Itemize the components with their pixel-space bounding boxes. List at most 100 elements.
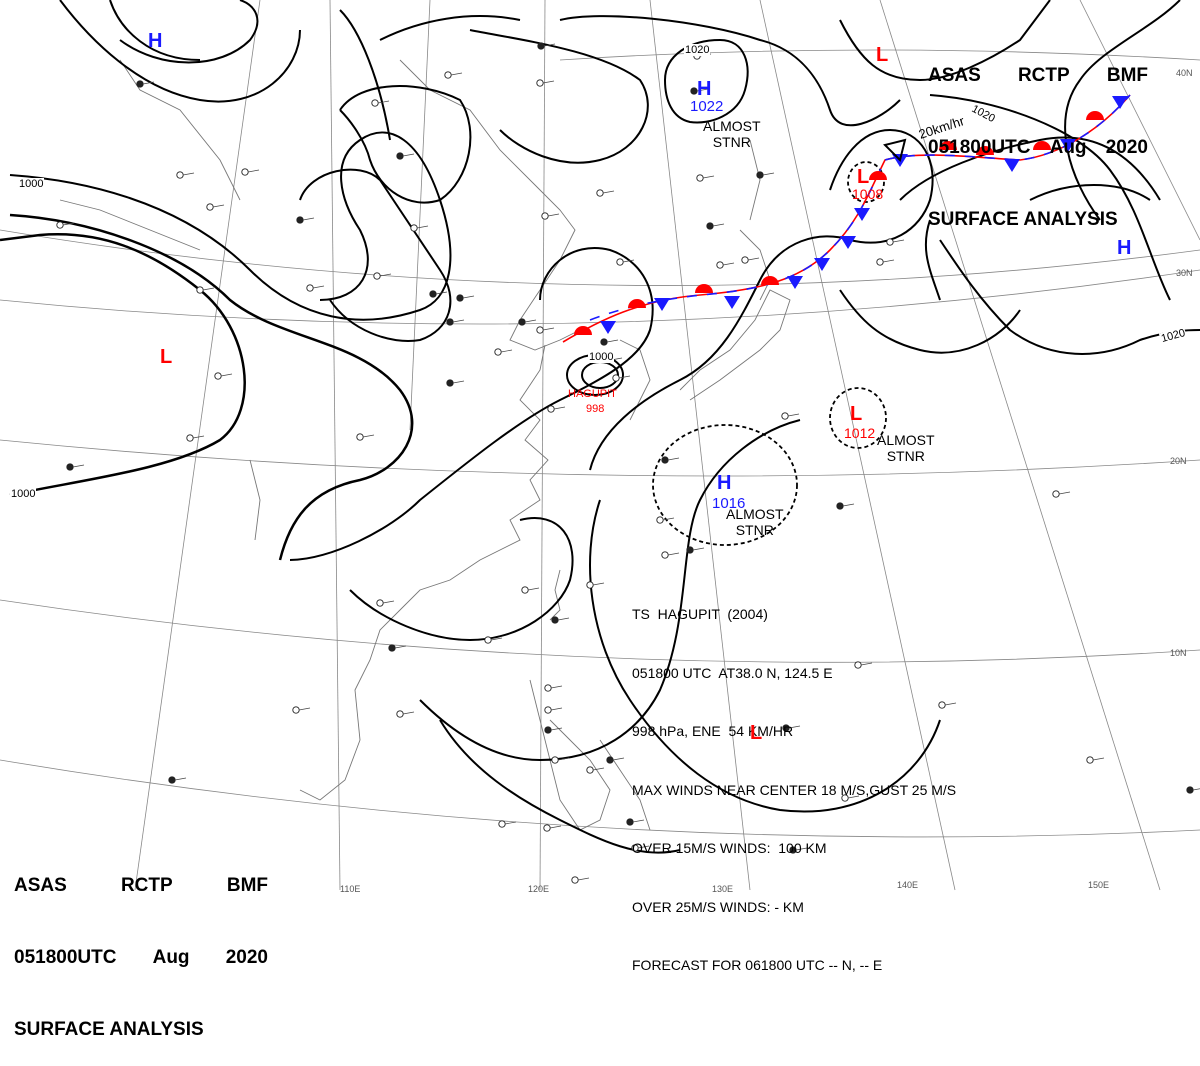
header-year: 2020 — [1105, 137, 1148, 158]
station-marker — [371, 99, 379, 107]
isobar-label: 1000 — [10, 488, 37, 500]
motion-note: ALMOST STNR — [877, 432, 935, 464]
cold-front-symbol — [1060, 139, 1076, 152]
station-marker — [537, 42, 545, 50]
wind-barb — [592, 582, 605, 586]
storm-info-line: OVER 15M/S WINDS: 100 KM — [632, 840, 827, 856]
header-year: 2020 — [225, 947, 268, 968]
wind-barb — [220, 373, 233, 377]
station-marker — [551, 616, 559, 624]
warm-front-symbol — [1033, 141, 1051, 150]
station-marker — [498, 820, 506, 828]
station-marker — [571, 876, 579, 884]
wind-barb — [490, 637, 503, 641]
station-marker — [616, 258, 624, 266]
wind-barb — [312, 285, 325, 289]
wind-barb — [606, 339, 619, 343]
storm-info-line: TS HAGUPIT (2004) — [632, 606, 768, 622]
cold-front-symbol — [724, 296, 740, 309]
warm-front-symbol — [976, 146, 994, 155]
station-marker — [388, 644, 396, 652]
station-marker — [544, 726, 552, 734]
wind-barb — [402, 153, 415, 157]
storm-info-line: MAX WINDS NEAR CENTER 18 M/S,GUST 25 M/S — [632, 781, 957, 798]
cold-front-symbol — [814, 258, 830, 271]
warm-front-symbol — [628, 299, 646, 308]
station-marker — [196, 286, 204, 294]
station-marker — [410, 224, 418, 232]
header-station: RCTP — [1017, 65, 1070, 86]
station-marker — [241, 168, 249, 176]
wind-barb — [577, 877, 590, 881]
wind-barb — [602, 190, 615, 194]
wind-barb — [382, 600, 395, 604]
wind-barb — [550, 727, 563, 731]
wind-barb — [1092, 757, 1105, 761]
storm-info: TS HAGUPIT (2004) 051800 UTC AT38.0 N, 1… — [632, 566, 956, 995]
station-marker — [56, 221, 64, 229]
wind-barb — [696, 88, 709, 92]
wind-barb — [452, 380, 465, 384]
cold-front-symbol — [654, 298, 670, 311]
wind-barb — [882, 259, 895, 263]
wind-barb — [842, 503, 855, 507]
low-pressure-icon: L — [857, 166, 870, 188]
wind-barb — [1192, 788, 1200, 791]
isobar-label: 1000 — [18, 178, 45, 190]
longitude-label: 130E — [712, 884, 734, 894]
longitude-label: 120E — [528, 884, 550, 894]
station-marker — [886, 238, 894, 246]
header-time: 051800UTC — [928, 137, 1031, 158]
wind-barb — [692, 547, 705, 551]
wind-barb — [787, 413, 800, 417]
wind-barb — [550, 685, 563, 689]
motion-note: ALMOST STNR — [703, 118, 761, 150]
cold-front-symbol — [840, 236, 856, 249]
cold-front-symbol — [1004, 159, 1020, 172]
wind-barb — [302, 217, 315, 221]
station-marker — [606, 756, 614, 764]
isobar-label: 1020 — [684, 44, 711, 56]
longitude-label: 110E — [340, 884, 361, 894]
station-marker — [306, 284, 314, 292]
station-marker — [686, 546, 694, 554]
wind-barb — [435, 291, 448, 295]
storm-name: HAGUPIT — [568, 388, 617, 400]
station-marker — [716, 261, 724, 269]
header-time: 051800UTC — [14, 947, 117, 968]
station-marker — [292, 706, 300, 714]
high-pressure-value: 1022 — [690, 98, 724, 115]
wind-barb — [847, 795, 860, 799]
station-marker — [656, 516, 664, 524]
front-symbols — [574, 96, 1128, 335]
station-marker — [296, 216, 304, 224]
longitude-label: 150E — [1088, 880, 1110, 890]
station-marker — [836, 502, 844, 510]
wind-barb — [550, 707, 563, 711]
station-marker — [494, 348, 502, 356]
wind-barb — [377, 100, 390, 104]
station-marker — [444, 71, 452, 79]
wind-barb — [452, 319, 465, 323]
wind-barb — [892, 239, 905, 243]
header-top-right: ASAS RCTP BMF 051800UTC Aug 2020 SURFACE ANA… — [928, 16, 1148, 256]
wind-barb — [762, 172, 775, 176]
station-marker — [396, 152, 404, 160]
header-agency: ASAS — [14, 875, 67, 896]
station-marker — [376, 599, 384, 607]
wind-barb — [795, 847, 808, 851]
wind-barb — [618, 375, 631, 379]
station-marker — [600, 338, 608, 346]
latitude-label: 30N — [1176, 268, 1193, 278]
warm-front-symbol — [574, 326, 592, 335]
wind-barb — [667, 552, 680, 556]
wind-barb — [72, 464, 85, 468]
wind-barb — [450, 72, 463, 76]
station-marker — [373, 272, 381, 280]
header-title: SURFACE ANALYSIS — [928, 209, 1118, 230]
station-marker — [543, 824, 551, 832]
isobar-label: 1000 — [588, 351, 615, 363]
station-marker — [456, 294, 464, 302]
low-pressure-icon: L — [850, 403, 863, 425]
high-pressure-value: 1016 — [712, 495, 746, 512]
